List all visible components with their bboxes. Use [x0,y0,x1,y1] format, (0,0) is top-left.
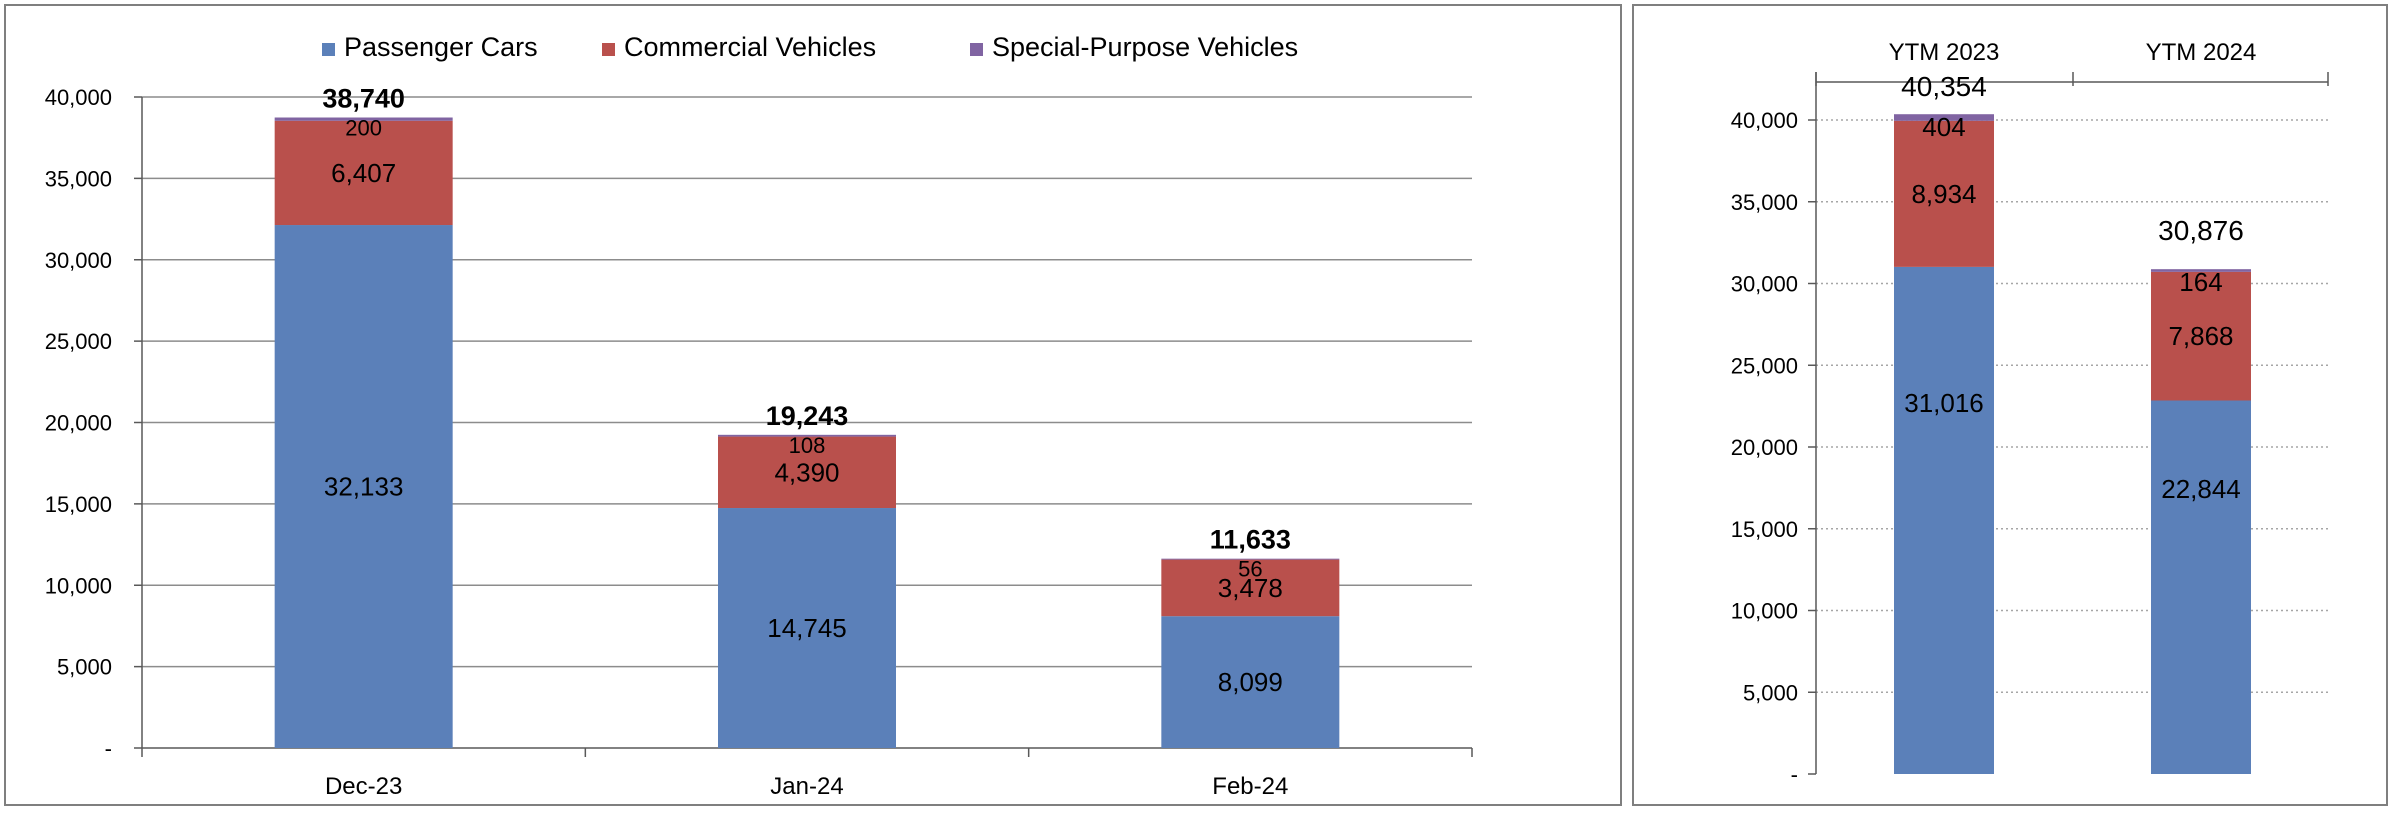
bar-segment [1894,114,1994,121]
total-label: 19,243 [766,401,849,431]
bar-segment [1161,558,1340,560]
data-label: 56 [1238,557,1262,582]
y-tick-label: 20,000 [45,411,112,436]
legend-label: Commercial Vehicles [624,32,876,62]
x-category-label: Dec-23 [325,773,402,800]
data-label: 404 [1922,112,1965,142]
bar-segment [274,225,453,749]
data-label: 3,478 [1218,573,1283,603]
data-label: 14,745 [767,613,847,643]
data-label: 31,016 [1904,388,1984,418]
bar-segment [2151,271,2251,401]
bar-segment [1894,266,1994,774]
y-tick-label: 10,000 [45,573,112,598]
y-tick-label: 40,000 [1731,108,1798,133]
total-label: 30,876 [2158,215,2244,246]
x-category-label: YTM 2023 [1889,39,2000,66]
y-tick-label: 35,000 [45,166,112,191]
bar-segment [718,434,896,437]
legend-swatch [602,43,615,56]
y-tick-label: 5,000 [57,655,112,680]
y-tick-label: 15,000 [45,492,112,517]
legend-swatch [970,43,983,56]
y-tick-label: 35,000 [1731,190,1798,215]
data-label: 200 [345,116,382,141]
bar-segment [2151,400,2251,774]
data-label: 8,934 [1911,179,1976,209]
monthly-sales-chart: - 5,000 10,000 15,000 20,000 25,000 30,000 35,0… [45,32,1473,800]
data-label: 164 [2179,267,2222,297]
monthly-sales-chart-panel: - 5,000 10,000 15,000 20,000 25,000 30,000 35,0… [4,4,1622,806]
y-tick-label: 30,000 [1731,272,1798,297]
legend-label: Passenger Cars [344,32,538,62]
legend-swatch [322,43,335,56]
legend-label: Special-Purpose Vehicles [992,32,1298,62]
total-label: 11,633 [1210,525,1291,555]
bar-segment [1161,559,1340,617]
data-label: 4,390 [774,457,839,487]
bar-segment [718,436,896,509]
x-category-label: Feb-24 [1212,773,1288,800]
bar-segment [1161,616,1340,748]
bar-segment [2151,269,2251,272]
data-label: 6,407 [331,158,396,188]
y-tick-label: 15,000 [1731,517,1798,542]
y-tick-label: 20,000 [1731,435,1798,460]
data-label: 7,868 [2168,321,2233,351]
bar-segment [274,120,453,226]
data-label: 108 [789,433,826,458]
y-tick-label: 10,000 [1731,599,1798,624]
x-category-label: YTM 2024 [2146,39,2257,66]
bar-segment [718,508,896,748]
y-tick-label: - [105,736,112,761]
y-tick-label: 30,000 [45,248,112,273]
y-tick-label: 5,000 [1743,680,1798,705]
x-category-label: Jan-24 [770,773,843,800]
data-label: 22,844 [2161,474,2241,504]
y-tick-label: - [1791,762,1798,787]
y-tick-label: 25,000 [45,329,112,354]
total-label: 38,740 [322,84,405,114]
bar-segment [274,117,453,121]
data-label: 32,133 [324,472,404,502]
total-label: 40,354 [1901,71,1987,102]
y-tick-label: 40,000 [45,85,112,110]
ytm-sales-chart-panel: - 5,000 10,000 15,000 20,000 25,000 30,000 35,0… [1632,4,2388,806]
ytm-sales-chart: - 5,000 10,000 15,000 20,000 25,000 30,000 35,0… [1731,39,2330,787]
y-tick-label: 25,000 [1731,353,1798,378]
bar-segment [1894,120,1994,267]
data-label: 8,099 [1218,667,1283,697]
